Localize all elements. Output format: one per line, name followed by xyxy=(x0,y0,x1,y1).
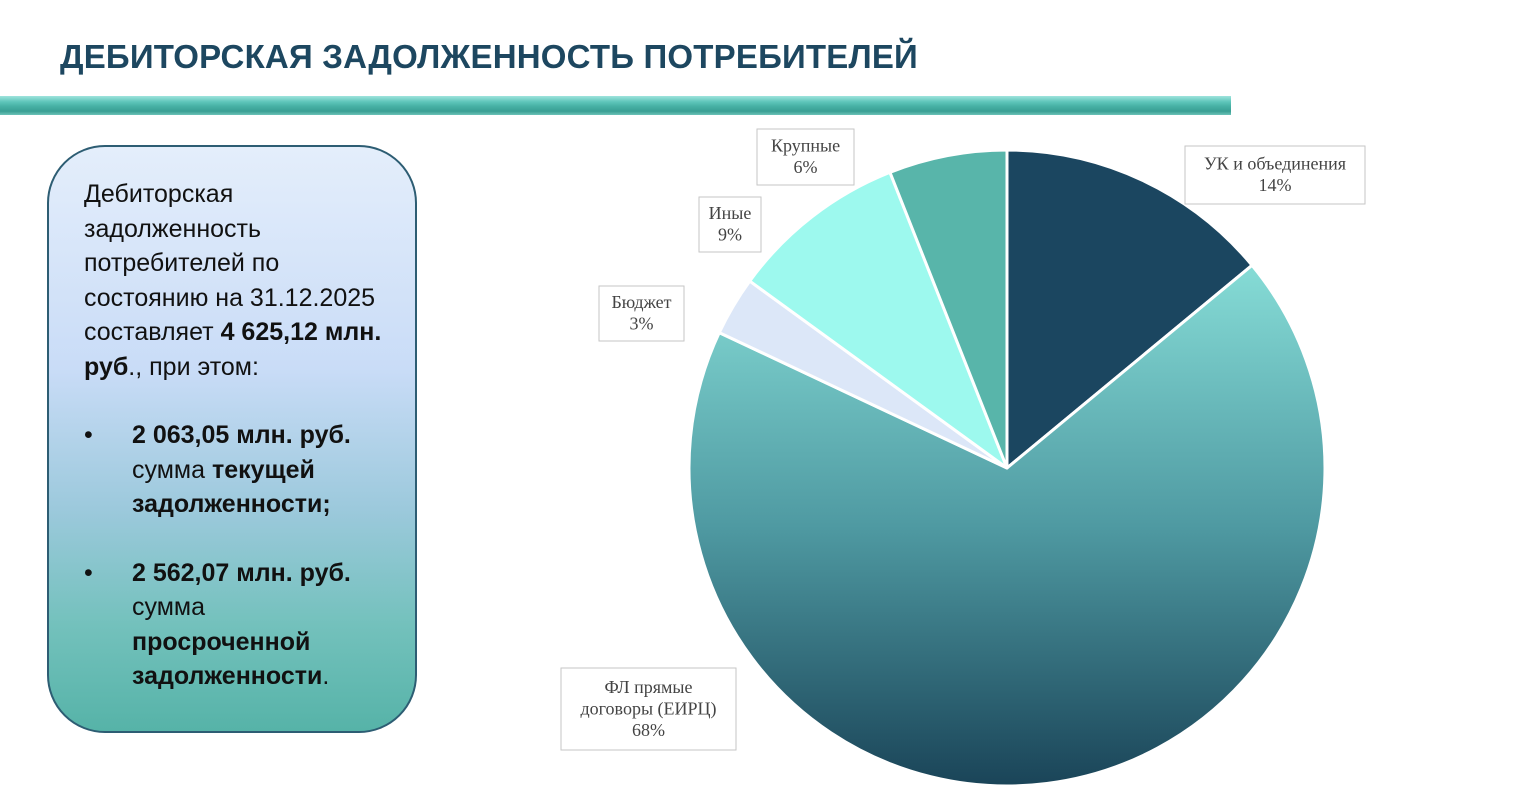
current-debt-label: текущей задолженности; xyxy=(132,455,331,519)
slice-label-box xyxy=(560,667,737,751)
bullet-icon: • xyxy=(84,421,93,449)
slice-label-box xyxy=(598,285,685,342)
summary-text: Дебиторская задолженность потребителей п… xyxy=(84,177,385,384)
slice-label-box xyxy=(698,196,762,253)
debt-breakdown-list: • 2 063,05 млн. руб. сумма текущей задол… xyxy=(84,418,385,694)
slice-label-box xyxy=(756,128,855,186)
slice-category-label: Иные xyxy=(709,203,752,223)
slice-value-label: 14% xyxy=(1259,175,1292,195)
slice-category-label: договоры (ЕИРЦ) xyxy=(580,698,716,719)
slice-category-label: Бюджет xyxy=(611,292,671,312)
pie-slice xyxy=(888,148,1009,470)
bullet-icon: • xyxy=(84,558,93,587)
summary-intro: Дебиторская задолженность потребителей п… xyxy=(84,180,376,346)
page-title: ДЕБИТОРСКАЯ ЗАДОЛЖЕННОСТЬ ПОТРЕБИТЕЛЕЙ xyxy=(60,38,918,75)
total-suffix: ., при этом: xyxy=(128,352,259,381)
title-divider xyxy=(0,96,1231,115)
pie-slices xyxy=(687,148,1327,788)
current-debt-amount: 2 063,05 млн. руб. xyxy=(132,421,351,449)
slice-value-label: 6% xyxy=(794,157,818,177)
pie-slice xyxy=(748,170,1009,470)
slice-value-label: 3% xyxy=(630,314,654,334)
overdue-debt-prefix: сумма xyxy=(132,593,205,621)
slice-category-label: ФЛ прямые xyxy=(605,677,693,697)
total-amount: 4 625,12 млн. руб xyxy=(84,318,382,381)
overdue-debt-amount: 2 562,07 млн. руб. xyxy=(132,558,351,587)
overdue-debt-suffix: . xyxy=(322,662,330,690)
list-item: • 2 063,05 млн. руб. сумма текущей задол… xyxy=(84,418,385,522)
overdue-debt-label: просроченной задолженности xyxy=(132,627,323,691)
slice-label-box xyxy=(1184,145,1366,205)
pie-slice xyxy=(1005,148,1254,470)
slice-category-label: УК и объединения xyxy=(1204,154,1346,174)
pie-slice xyxy=(687,263,1327,788)
list-item: • 2 562,07 млн. руб. сумма просроченной … xyxy=(84,556,385,694)
slice-value-label: 9% xyxy=(718,225,742,245)
slice-category-label: Крупные xyxy=(771,136,840,156)
summary-panel: Дебиторская задолженность потребителей п… xyxy=(47,145,417,733)
slice-value-label: 68% xyxy=(632,720,665,740)
current-debt-prefix: сумма xyxy=(132,455,212,484)
